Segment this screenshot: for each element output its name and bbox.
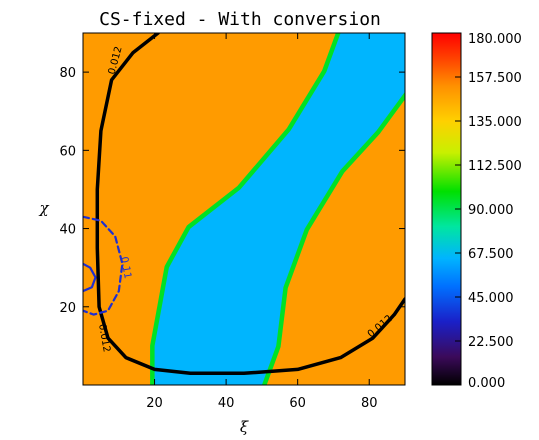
contour-label-3: 0.11 <box>118 256 133 280</box>
y-tick-label: 40 <box>59 223 76 238</box>
colorbar-tick-label: 67.500 <box>468 247 514 262</box>
x-tick-label: 60 <box>289 396 306 411</box>
colorbar-tick-label: 90.000 <box>468 203 514 218</box>
x-tick-label: 80 <box>361 396 378 411</box>
x-tick-label: 40 <box>218 396 235 411</box>
region-low-value-band <box>154 33 405 385</box>
y-axis-label: χ <box>38 199 49 217</box>
chart-title: CS-fixed - With conversion <box>99 9 381 30</box>
contour-line-0 <box>95 33 405 376</box>
plot-frame <box>82 32 406 386</box>
contour-line-1 <box>83 215 124 316</box>
colorbar-tick-label: 22.500 <box>468 335 514 350</box>
y-tick-label: 20 <box>59 301 76 316</box>
colorbar-tick-label: 0.000 <box>468 376 505 391</box>
colorbar-tick-label: 180.000 <box>468 32 522 47</box>
colorbar-tick-label: 112.500 <box>468 159 522 174</box>
x-tick-label: 20 <box>146 396 163 411</box>
colorbar-tick-label: 45.000 <box>468 291 514 306</box>
region-edge-low-value-band <box>150 33 405 385</box>
y-tick-label: 80 <box>59 66 76 81</box>
contour-line-2 <box>83 262 97 293</box>
contour-label-1: 0.012 <box>96 323 112 353</box>
y-tick-label: 60 <box>59 144 76 159</box>
x-axis-label: ξ <box>240 418 249 436</box>
colorbar-tick-label: 135.000 <box>468 115 522 130</box>
colorbar-tick-label: 157.500 <box>468 71 522 86</box>
